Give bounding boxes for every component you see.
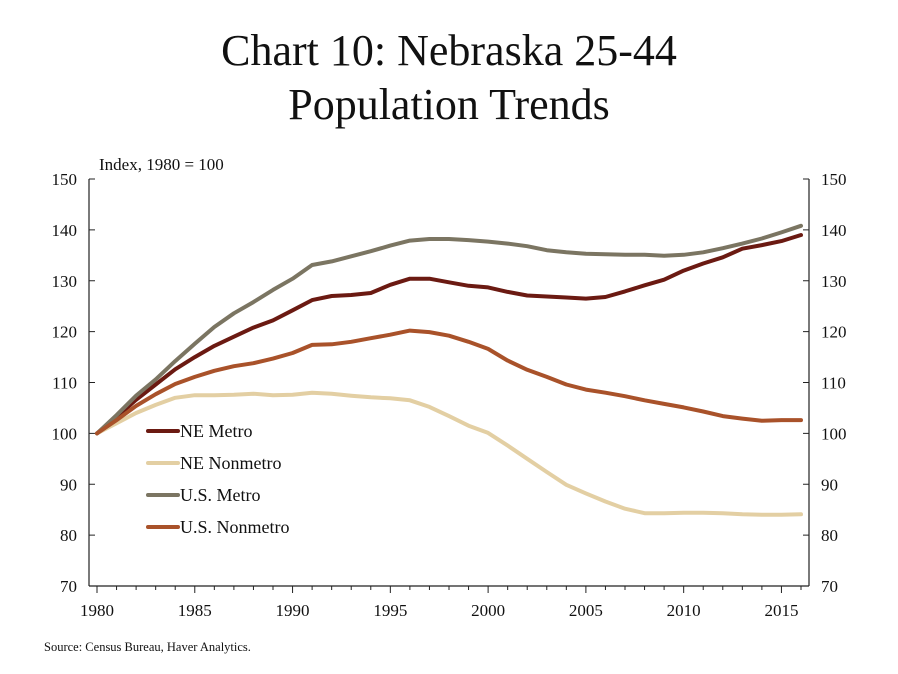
y-tick-label-left: 70: [60, 577, 77, 596]
x-tick-label: 1985: [178, 601, 212, 620]
y-tick-label-right: 80: [821, 526, 838, 545]
x-tick-label: 2005: [569, 601, 603, 620]
legend-label-u-s-nonmetro: U.S. Nonmetro: [180, 517, 290, 537]
y-tick-label-left: 140: [52, 221, 78, 240]
x-tick-label: 2015: [764, 601, 798, 620]
x-tick-label: 1980: [80, 601, 114, 620]
y-tick-label-right: 130: [821, 272, 847, 291]
y-tick-label-right: 90: [821, 475, 838, 494]
y-tick-label-left: 120: [52, 323, 78, 342]
y-tick-label-right: 70: [821, 577, 838, 596]
series-line-u-s-metro: [95, 223, 803, 436]
legend-label-ne-metro: NE Metro: [180, 421, 252, 441]
series-layer: [95, 223, 803, 517]
chart-title-line-1: Chart 10: Nebraska 25-44: [221, 26, 677, 75]
y-tick-label-left: 150: [52, 170, 78, 189]
chart-title-line-2: Population Trends: [288, 80, 610, 129]
source-note: Source: Census Bureau, Haver Analytics.: [44, 640, 251, 654]
y-tick-label-left: 130: [52, 272, 78, 291]
y-axis-unit-label: Index, 1980 = 100: [99, 155, 224, 174]
y-tick-label-left: 110: [52, 374, 77, 393]
x-tick-label: 2000: [471, 601, 505, 620]
y-tick-label-left: 80: [60, 526, 77, 545]
x-tick-label: 1995: [373, 601, 407, 620]
y-tick-label-right: 110: [821, 374, 846, 393]
y-tick-label-left: 100: [52, 424, 78, 443]
y-tick-label-right: 150: [821, 170, 847, 189]
legend-label-u-s-metro: U.S. Metro: [180, 485, 261, 505]
legend-label-ne-nonmetro: NE Nonmetro: [180, 453, 281, 473]
chart-axes: 70 70 80 80 90 90 100 100 110 110 120 120 130 130 140 1…: [52, 170, 847, 620]
x-tick-label: 2010: [667, 601, 701, 620]
chart-title: Chart 10: Nebraska 25-44 Population Tren…: [0, 24, 898, 132]
series-line-ne-nonmetro: [95, 390, 803, 517]
series-line-u-s-nonmetro: [95, 328, 803, 436]
series-line-ne-metro: [95, 233, 803, 436]
x-tick-label: 1990: [276, 601, 310, 620]
y-tick-label-left: 90: [60, 475, 77, 494]
chart-legend: NE Metro NE Nonmetro U.S. Metro U.S. Nonmet…: [146, 421, 290, 537]
y-tick-label-right: 100: [821, 424, 847, 443]
y-tick-label-right: 120: [821, 323, 847, 342]
y-tick-label-right: 140: [821, 221, 847, 240]
